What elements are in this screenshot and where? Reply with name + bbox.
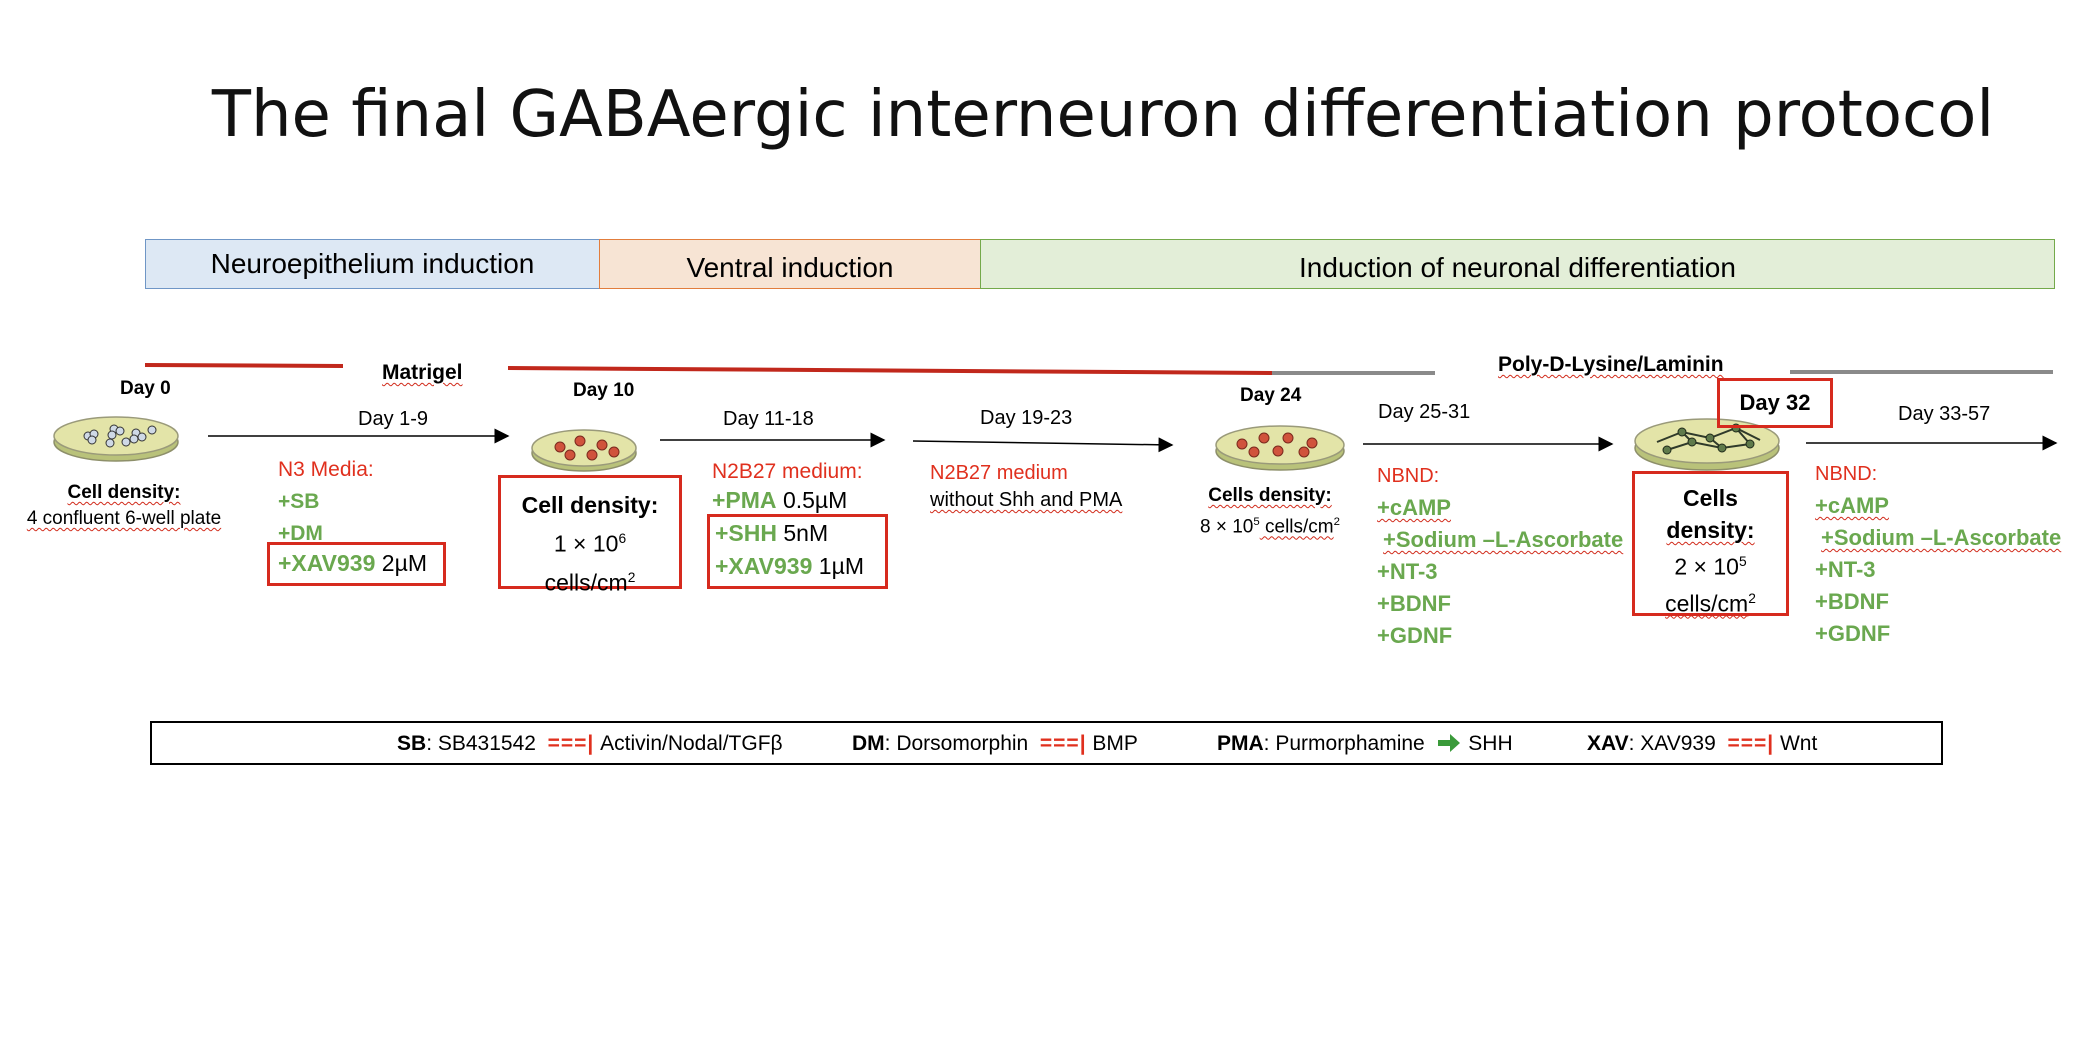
phase-neuroepithelium: Neuroepithelium induction [145, 239, 600, 289]
matrigel-line [144, 363, 344, 368]
inhibit-icon: ===| [1727, 732, 1775, 755]
phase-label: Induction of neuronal differentiation [1299, 252, 1736, 283]
stage2-box: +SHH 5nM +XAV939 1µM [707, 514, 888, 589]
petri-dish-icon [1215, 425, 1345, 471]
legend-sb: SB: SB431542 ===| Activin/Nodal/TGFβ [397, 732, 783, 755]
day32-density-box: Cells density: 2 × 105 cells/cm2 [1632, 471, 1789, 616]
phase-neuronal: Induction of neuronal differentiation [980, 239, 2055, 289]
legend-pma: PMA: Purmorphamine SHH [1217, 732, 1513, 755]
stage1-xav-box: +XAV939 2µM [267, 542, 446, 586]
stage2-medium-label: N2B27 medium: [712, 460, 863, 483]
inhibit-icon: ===| [547, 732, 595, 755]
day10-density-box: Cell density: 1 × 106 cells/cm2 [498, 475, 682, 595]
day-24-label: Day 24 [1240, 385, 1302, 406]
day-19-23-label: Day 19-23 [980, 407, 1073, 429]
legend-dm: DM: Dorsomorphin ===| BMP [852, 732, 1138, 755]
day24-density: Cells density: 8 × 105 cells/cm2 [1200, 485, 1340, 538]
day-32-label: Day 32 [1717, 378, 1833, 428]
matrigel-label: Matrigel [382, 361, 463, 384]
inhibit-icon: ===| [1039, 732, 1087, 755]
day-0-label: Day 0 [120, 378, 171, 399]
day-1-9-label: Day 1-9 [358, 408, 429, 430]
legend-xav: XAV: XAV939 ===| Wnt [1587, 732, 1818, 755]
petri-dish-icon [531, 429, 637, 472]
stage5-medium: NBND: +cAMP +Sodium –L-Ascorbate +NT-3 +… [1815, 463, 2062, 646]
page-title: The final GABAergic interneuron differen… [211, 78, 1995, 152]
petri-dish-icon [1634, 418, 1780, 471]
day-11-18-label: Day 11-18 [723, 408, 814, 430]
phase-ventral: Ventral induction [599, 239, 981, 289]
arrow-day19-23 [912, 437, 1174, 453]
matrigel-line [507, 366, 1273, 375]
day-10-label: Day 10 [573, 380, 635, 401]
day-33-57-label: Day 33-57 [1898, 403, 1991, 425]
pdl-label: Poly-D-Lysine/Laminin [1498, 353, 1724, 376]
petri-dish-icon [53, 416, 179, 462]
stage2-pma: +PMA 0.5µM [712, 487, 848, 513]
day0-density: Cell density: 4 confluent 6-well plate [26, 482, 222, 529]
legend-box: SB: SB431542 ===| Activin/Nodal/TGFβ DM:… [150, 721, 1943, 765]
stage1-medium: N3 Media: +SB +DM [278, 458, 374, 545]
day-25-31-label: Day 25-31 [1378, 401, 1471, 423]
stage3-medium: N2B27 medium without Shh and PMA [930, 462, 1123, 511]
green-arrow-icon [1438, 734, 1461, 752]
stage4-medium: NBND: +cAMP +Sodium –L-Ascorbate +NT-3 +… [1377, 465, 1624, 648]
phase-label: Neuroepithelium induction [210, 248, 535, 279]
phase-label: Ventral induction [686, 252, 894, 283]
